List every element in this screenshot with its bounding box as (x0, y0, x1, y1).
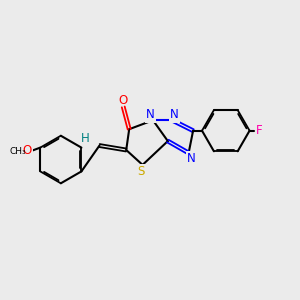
Text: N: N (170, 108, 179, 122)
Text: F: F (256, 124, 263, 137)
Text: S: S (137, 165, 145, 178)
Text: CH₃: CH₃ (10, 147, 26, 156)
Text: N: N (187, 152, 196, 165)
Text: N: N (146, 108, 155, 122)
Text: H: H (81, 132, 90, 145)
Text: O: O (118, 94, 128, 107)
Text: O: O (22, 144, 32, 157)
